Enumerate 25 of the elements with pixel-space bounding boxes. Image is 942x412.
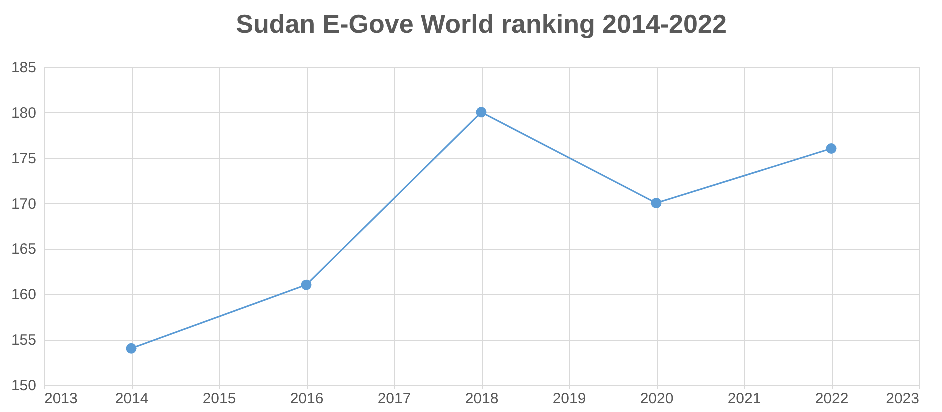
x-tick-label: 2019 [552, 390, 586, 408]
x-tick-label: 2014 [115, 390, 149, 408]
y-tick-label: 185 [11, 60, 36, 76]
y-tick-label: 165 [11, 241, 36, 258]
x-tick-label: 2018 [465, 390, 499, 408]
point [826, 144, 837, 154]
y-tick-label: 170 [11, 196, 36, 213]
y-tick-label: 150 [11, 378, 36, 394]
x-tick-label: 2013 [44, 390, 78, 408]
x-tick-label: 2015 [202, 390, 236, 408]
point [126, 343, 137, 354]
x-tick-label: 2022 [815, 390, 849, 408]
x-tick-label: 2016 [290, 390, 324, 408]
chart-title: Sudan E-Gove World ranking 2014-2022 [236, 9, 727, 39]
y-tick-label: 180 [11, 104, 36, 122]
y-tick-label: 175 [11, 150, 36, 168]
x-tick-label: 2023 [886, 390, 920, 408]
x-tick-label: 2017 [378, 390, 412, 408]
point [651, 198, 662, 209]
y-tick-label: 160 [11, 286, 36, 304]
y-tick-label: 155 [11, 332, 36, 350]
x-tick-label: 2021 [728, 390, 762, 408]
point [476, 107, 487, 118]
point [301, 280, 312, 290]
x-tick-label: 2020 [640, 390, 674, 408]
